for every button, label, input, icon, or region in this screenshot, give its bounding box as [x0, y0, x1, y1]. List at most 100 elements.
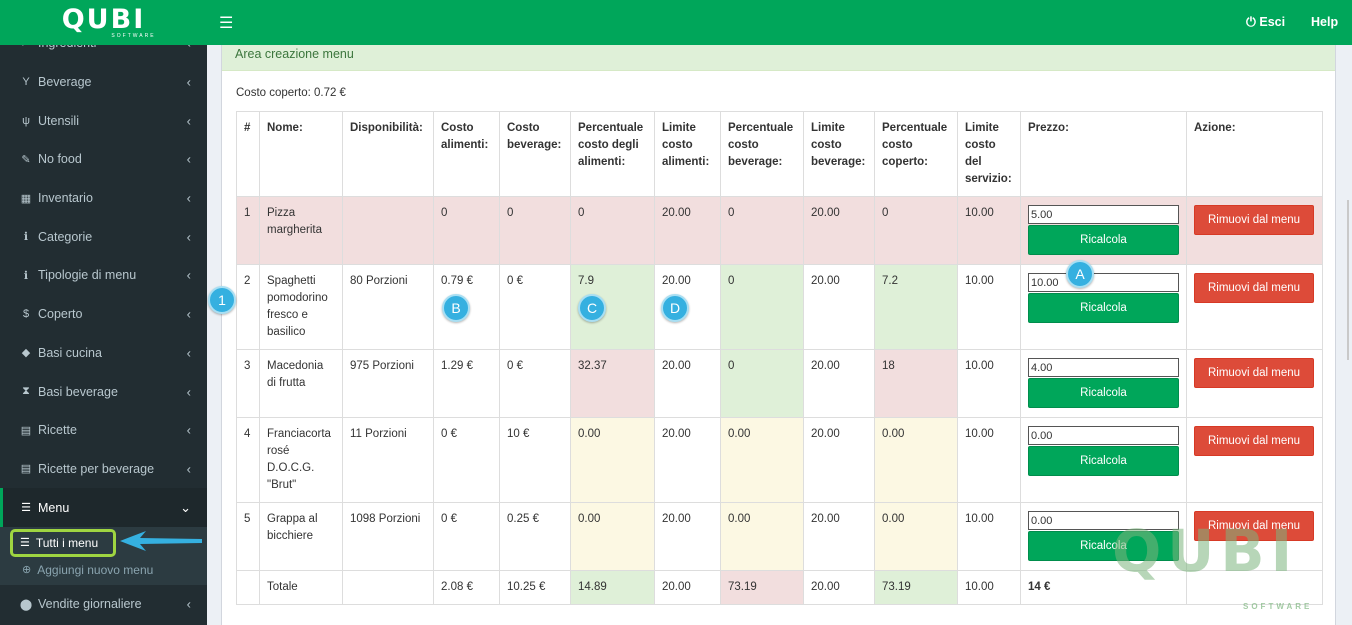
coperto-cost-percent: 0 [874, 196, 958, 265]
price-input[interactable] [1028, 426, 1179, 445]
action-cell: Rimuovi dal menu [1186, 502, 1323, 571]
sidebar-item-label: Inventario [38, 191, 93, 206]
sidebar-item-basi-cucina[interactable]: ◆ Basi cucina ‹ [0, 334, 207, 373]
remove-from-menu-button[interactable]: Rimuovi dal menu [1194, 358, 1314, 388]
beverage-cost-limit: 20.00 [803, 349, 875, 418]
column-header: Disponibilità: [342, 111, 434, 197]
beverage-cost-limit: 20.00 [803, 417, 875, 503]
help-link[interactable]: Help [1311, 15, 1339, 29]
dish-name: Franciacorta rosé D.O.C.G. "Brut" [259, 417, 343, 503]
coperto-cost-text: Costo coperto: 0.72 € [236, 87, 346, 99]
availability: 975 Porzioni [342, 349, 434, 418]
service-cost-limit: 10.00 [957, 417, 1021, 503]
action-cell: Rimuovi dal menu [1186, 417, 1323, 503]
recalculate-button[interactable]: Ricalcola [1028, 378, 1179, 408]
service-cost-limit: 10.00 [957, 264, 1021, 350]
recalculate-button[interactable]: Ricalcola [1028, 531, 1179, 561]
sidebar-item-inventario[interactable]: ▦ Inventario ‹ [0, 179, 207, 218]
column-header: Percentuale costo degli alimenti: [570, 111, 655, 197]
food-cost-percent: 0.00 [570, 502, 655, 571]
total-price: 14 € [1020, 570, 1187, 605]
sidebar-item-label: Coperto [38, 307, 83, 322]
table-row: 3 Macedonia di frutta 975 Porzioni 1.29 … [236, 349, 1323, 418]
row-number: 4 [236, 417, 260, 503]
empty-cell [236, 570, 260, 605]
food-cost-percent: 0 [570, 196, 655, 265]
sidebar-item-beverage[interactable]: Y Beverage ‹ [0, 63, 207, 102]
column-header: Nome: [259, 111, 343, 197]
food-cost-limit: 20.00 [654, 417, 721, 503]
sidebar-item-label: Categorie [38, 229, 93, 244]
chevron-left-icon: ‹ [186, 422, 191, 438]
logo-text: QUBI [61, 3, 146, 35]
pointer-arrow-icon [120, 531, 202, 551]
remove-from-menu-button[interactable]: Rimuovi dal menu [1194, 426, 1314, 456]
brand-logo[interactable]: QUBI SOFTWARE [0, 0, 207, 45]
highlight-box [10, 528, 116, 557]
recalculate-button[interactable]: Ricalcola [1028, 293, 1179, 323]
sidebar-item-basi-beverage[interactable]: ⧗ Basi beverage ‹ [0, 372, 207, 411]
recalculate-button[interactable]: Ricalcola [1028, 446, 1179, 476]
remove-from-menu-button[interactable]: Rimuovi dal menu [1194, 273, 1314, 303]
price-input[interactable] [1028, 358, 1179, 377]
remove-from-menu-button[interactable]: Rimuovi dal menu [1194, 511, 1314, 541]
price-input[interactable] [1028, 273, 1179, 292]
total-food-cost: 2.08 € [433, 570, 500, 605]
scrollbar[interactable] [1347, 200, 1349, 360]
service-cost-limit: 10.00 [957, 502, 1021, 571]
chevron-left-icon: ‹ [186, 306, 191, 322]
beverage-cost-limit: 20.00 [803, 264, 875, 350]
callout-badge-b: B [442, 294, 470, 322]
top-navbar: ☰ ⏻ Esci Help [207, 0, 1352, 45]
recalculate-button[interactable]: Ricalcola [1028, 225, 1179, 255]
callout-badge-1: 1 [208, 286, 236, 314]
table-row: 4 Franciacorta rosé D.O.C.G. "Brut" 11 P… [236, 417, 1323, 503]
chevron-left-icon: ‹ [186, 461, 191, 477]
row-number: 1 [236, 196, 260, 265]
sidebar-item-ricette-per-beverage[interactable]: ▤ Ricette per beverage ‹ [0, 450, 207, 489]
column-header: Percentuale costo coperto: [874, 111, 958, 197]
food-cost-limit: 20.00 [654, 349, 721, 418]
action-cell: Rimuovi dal menu [1186, 196, 1323, 265]
beverage-cost-percent: 0.00 [720, 417, 804, 503]
menu-creation-panel: Area creazione menu Costo coperto: 0.72 … [221, 45, 1336, 625]
sidebar-item-tipologie-di-menu[interactable]: ℹ Tipologie di menu ‹ [0, 256, 207, 295]
beverage-cost-limit: 20.00 [803, 502, 875, 571]
sidebar-item-label: Basi beverage [38, 384, 118, 399]
sidebar-item-categorie[interactable]: ℹ Categorie ‹ [0, 217, 207, 256]
table-header-row: # Nome: Disponibilità: Costo alimenti: C… [236, 111, 1323, 197]
sidebar-item-coperto[interactable]: $ Coperto ‹ [0, 295, 207, 334]
submenu-item-tutti-i-menu[interactable]: ☰ Tutti i menu [0, 527, 207, 559]
bars-icon[interactable]: ☰ [219, 15, 234, 32]
callout-badge-d: D [661, 294, 689, 322]
coperto-cost-percent: 18 [874, 349, 958, 418]
submenu-item-aggiungi-nuovo-menu[interactable]: ⊕ Aggiungi nuovo menu [0, 559, 207, 581]
price-input[interactable] [1028, 205, 1179, 224]
price-input[interactable] [1028, 511, 1179, 530]
beverage-cost-limit: 20.00 [803, 196, 875, 265]
total-coperto-cost-percent: 73.19 [874, 570, 958, 605]
callout-badge-a: A [1066, 260, 1094, 288]
logout-button[interactable]: ⏻ Esci [1246, 15, 1285, 30]
sidebar-item-ricette[interactable]: ▤ Ricette ‹ [0, 411, 207, 450]
glass-icon: Y [22, 76, 30, 89]
food-cost: 1.29 € [433, 349, 500, 418]
sidebar-item-label: Vendite giornaliere [38, 597, 142, 612]
coperto-cost-percent: 7.2 [874, 264, 958, 350]
column-header: Limite costo alimenti: [654, 111, 721, 197]
cube-icon: ◆ [21, 347, 31, 360]
table-row: 2 Spaghetti pomodorino fresco e basilico… [236, 264, 1323, 350]
remove-from-menu-button[interactable]: Rimuovi dal menu [1194, 205, 1314, 235]
food-cost-percent: 7.9 [570, 264, 655, 350]
sidebar-item-label: Basi cucina [38, 345, 102, 360]
sidebar-item-menu[interactable]: ☰ Menu ⌄ [0, 488, 207, 527]
total-service-cost-limit: 10.00 [957, 570, 1021, 605]
column-header: Costo alimenti: [433, 111, 500, 197]
beverage-cost: 0 [499, 196, 571, 265]
chevron-left-icon: ‹ [186, 384, 191, 400]
sidebar-item-utensili[interactable]: ψ Utensili ‹ [0, 101, 207, 140]
sidebar-item-no-food[interactable]: ✎ No food ‹ [0, 140, 207, 179]
column-header: Limite costo beverage: [803, 111, 875, 197]
wrench-icon: ✎ [21, 153, 31, 166]
sidebar-item-vendite-giornaliere[interactable]: ⬤ Vendite giornaliere ‹ [0, 585, 207, 624]
